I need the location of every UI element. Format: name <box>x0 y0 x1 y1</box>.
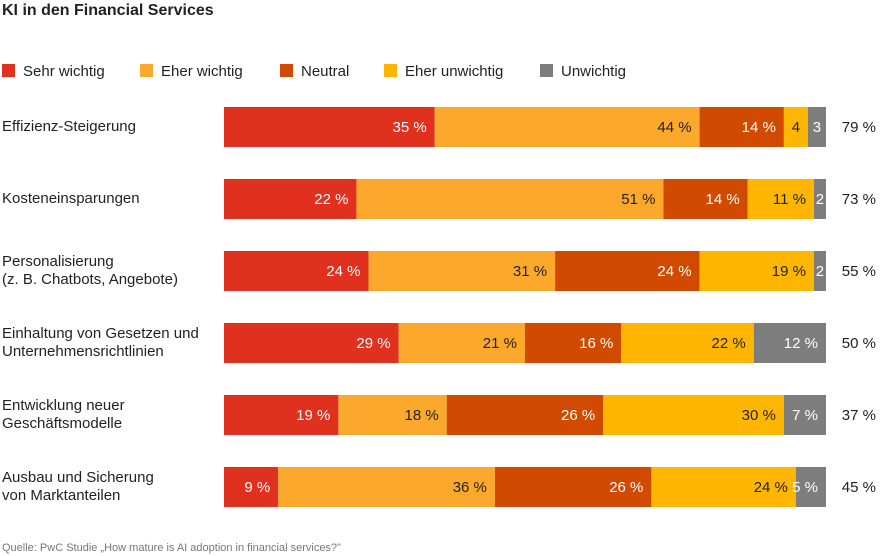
total-label: 55 % <box>842 263 876 280</box>
category-label: Entwicklung neuer Geschäftsmodelle <box>2 397 125 432</box>
bar-segment <box>699 107 784 147</box>
value-label: 16 % <box>579 335 613 352</box>
value-label: 31 % <box>513 263 547 280</box>
category-label: Personalisierung (z. B. Chatbots, Angebo… <box>2 253 178 288</box>
value-label: 26 % <box>561 407 595 424</box>
bar-segment <box>224 467 279 507</box>
value-label: 2 <box>816 191 824 208</box>
value-label: 22 % <box>712 335 746 352</box>
bar-segment <box>434 107 700 147</box>
bar-segment <box>224 395 339 435</box>
source: Quelle: PwC Studie „How mature is AI ado… <box>2 542 341 554</box>
bar-segment <box>224 107 435 147</box>
bar-segment <box>783 107 808 147</box>
value-label: 22 % <box>314 191 348 208</box>
bar-segment <box>651 467 796 507</box>
bar-segment <box>224 179 357 219</box>
value-label: 36 % <box>453 479 487 496</box>
total-label: 50 % <box>842 335 876 352</box>
legend-swatch <box>2 64 15 77</box>
value-label: 18 % <box>405 407 439 424</box>
value-label: 30 % <box>742 407 776 424</box>
value-label: 51 % <box>621 191 655 208</box>
value-label: 19 % <box>772 263 806 280</box>
bar-segment <box>338 395 447 435</box>
bar-segment <box>813 251 826 291</box>
bar-segment <box>783 395 826 435</box>
legend-swatch <box>140 64 153 77</box>
chart-title: KI in den Financial Services <box>2 2 214 19</box>
legend-label: Neutral <box>301 63 349 80</box>
legend-swatch <box>540 64 553 77</box>
bar-segment <box>278 467 495 507</box>
bar-segment <box>494 467 652 507</box>
value-label: 29 % <box>356 335 390 352</box>
value-label: 19 % <box>296 407 330 424</box>
value-label: 26 % <box>609 479 643 496</box>
total-label: 73 % <box>842 191 876 208</box>
category-label: Effizienz-Steigerung <box>2 118 136 135</box>
total-label: 79 % <box>842 119 876 136</box>
value-label: 12 % <box>784 335 818 352</box>
category-label: Einhaltung von Gesetzen und Unternehmens… <box>2 325 199 360</box>
bar-segment <box>795 467 826 507</box>
bar-segment <box>446 395 604 435</box>
value-label: 4 <box>792 119 800 136</box>
bar-segment <box>699 251 814 291</box>
value-label: 14 % <box>742 119 776 136</box>
value-label: 7 % <box>792 407 818 424</box>
bar-segment <box>224 251 369 291</box>
bar-segment <box>398 323 525 363</box>
value-label: 5 % <box>792 479 818 496</box>
bar-segment <box>807 107 826 147</box>
legend-swatch <box>280 64 293 77</box>
bar-segment <box>356 179 664 219</box>
legend-label: Eher wichtig <box>161 63 243 80</box>
bar-segment <box>813 179 826 219</box>
bar-segment <box>747 179 814 219</box>
bar-segment <box>603 395 784 435</box>
bar-segment <box>753 323 826 363</box>
value-label: 35 % <box>392 119 426 136</box>
legend-swatch <box>384 64 397 77</box>
value-label: 44 % <box>657 119 691 136</box>
total-label: 45 % <box>842 479 876 496</box>
bar-segment <box>224 323 399 363</box>
total-label: 37 % <box>842 407 876 424</box>
value-label: 24 % <box>754 479 788 496</box>
legend-label: Unwichtig <box>561 63 626 80</box>
bar-segment <box>368 251 556 291</box>
value-label: 21 % <box>483 335 517 352</box>
bar-segment <box>663 179 748 219</box>
value-label: 24 % <box>657 263 691 280</box>
value-label: 9 % <box>244 479 270 496</box>
value-label: 3 <box>813 119 821 136</box>
value-label: 2 <box>816 263 824 280</box>
legend-label: Sehr wichtig <box>23 63 105 80</box>
value-label: 11 % <box>773 191 806 208</box>
value-label: 14 % <box>706 191 740 208</box>
bar-segment <box>621 323 754 363</box>
bar-segment <box>555 251 700 291</box>
category-label: Ausbau und Sicherung von Marktanteilen <box>2 469 154 504</box>
value-label: 24 % <box>326 263 360 280</box>
category-label: Kosteneinsparungen <box>2 190 140 207</box>
legend-label: Eher unwichtig <box>405 63 503 80</box>
bar-segment <box>525 323 622 363</box>
